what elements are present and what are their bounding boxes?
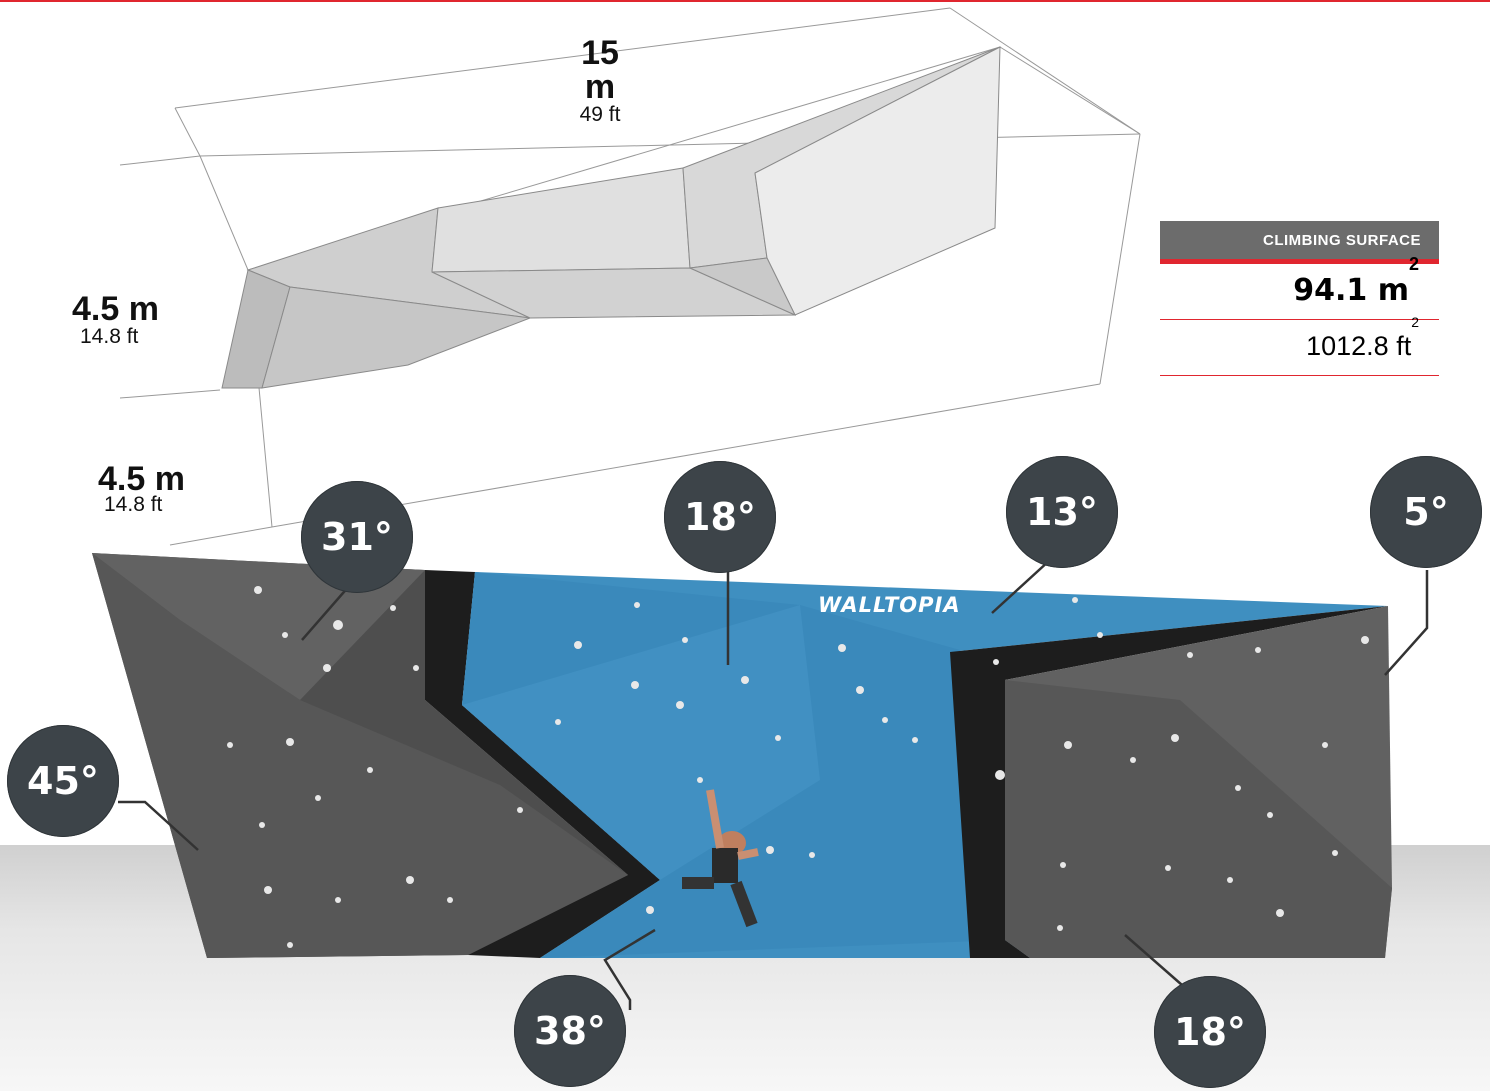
height-lower-dimension: 4.5 m 14.8 ft [98,460,185,516]
area-imperial-value: 1012.8 ft [1306,331,1412,361]
climber-figure [682,789,759,928]
climbing-surface-panel: CLIMBING SURFACE 94.1 m2 1012.8 ft2 [1160,221,1439,376]
angle-badge-13: 13° [1006,456,1118,568]
wall-model-3d [221,46,1001,389]
height-upper-metric: 4.5 m [72,290,159,328]
surface-area-imperial: 1012.8 ft2 [1160,314,1439,376]
angle-badge-18-top: 18° [664,461,776,573]
angle-badge-45: 45° [7,725,119,837]
area-metric-value: 94.1 m [1293,273,1409,308]
climbing-holds [227,586,1369,948]
angle-badge-38: 38° [514,975,626,1087]
angle-badge-5: 5° [1370,456,1482,568]
angle-badge-31: 31° [301,481,413,593]
wireframe-box [119,7,1141,546]
height-upper-dimension: 4.5 m 14.8 ft [72,292,159,348]
length-metric: 15 m [581,34,619,106]
length-dimension: 15 m 49 ft [565,36,635,126]
surface-area-metric: 94.1 m2 [1160,254,1439,320]
angle-badge-18-bottom: 18° [1154,976,1266,1088]
angle-leader-lines [118,559,1429,1010]
area-metric-exponent: 2 [1408,254,1419,274]
climbing-surface-header: CLIMBING SURFACE [1160,221,1439,264]
length-imperial: 49 ft [579,103,621,126]
walltopia-logo: WALLTOPIA [818,593,961,617]
height-upper-imperial: 14.8 ft [80,325,139,348]
area-imperial-exponent: 2 [1411,314,1419,330]
height-lower-metric: 4.5 m [98,460,185,498]
wall-panels [92,553,1392,958]
height-lower-imperial: 14.8 ft [104,493,163,516]
top-accent-line [0,0,1490,2]
